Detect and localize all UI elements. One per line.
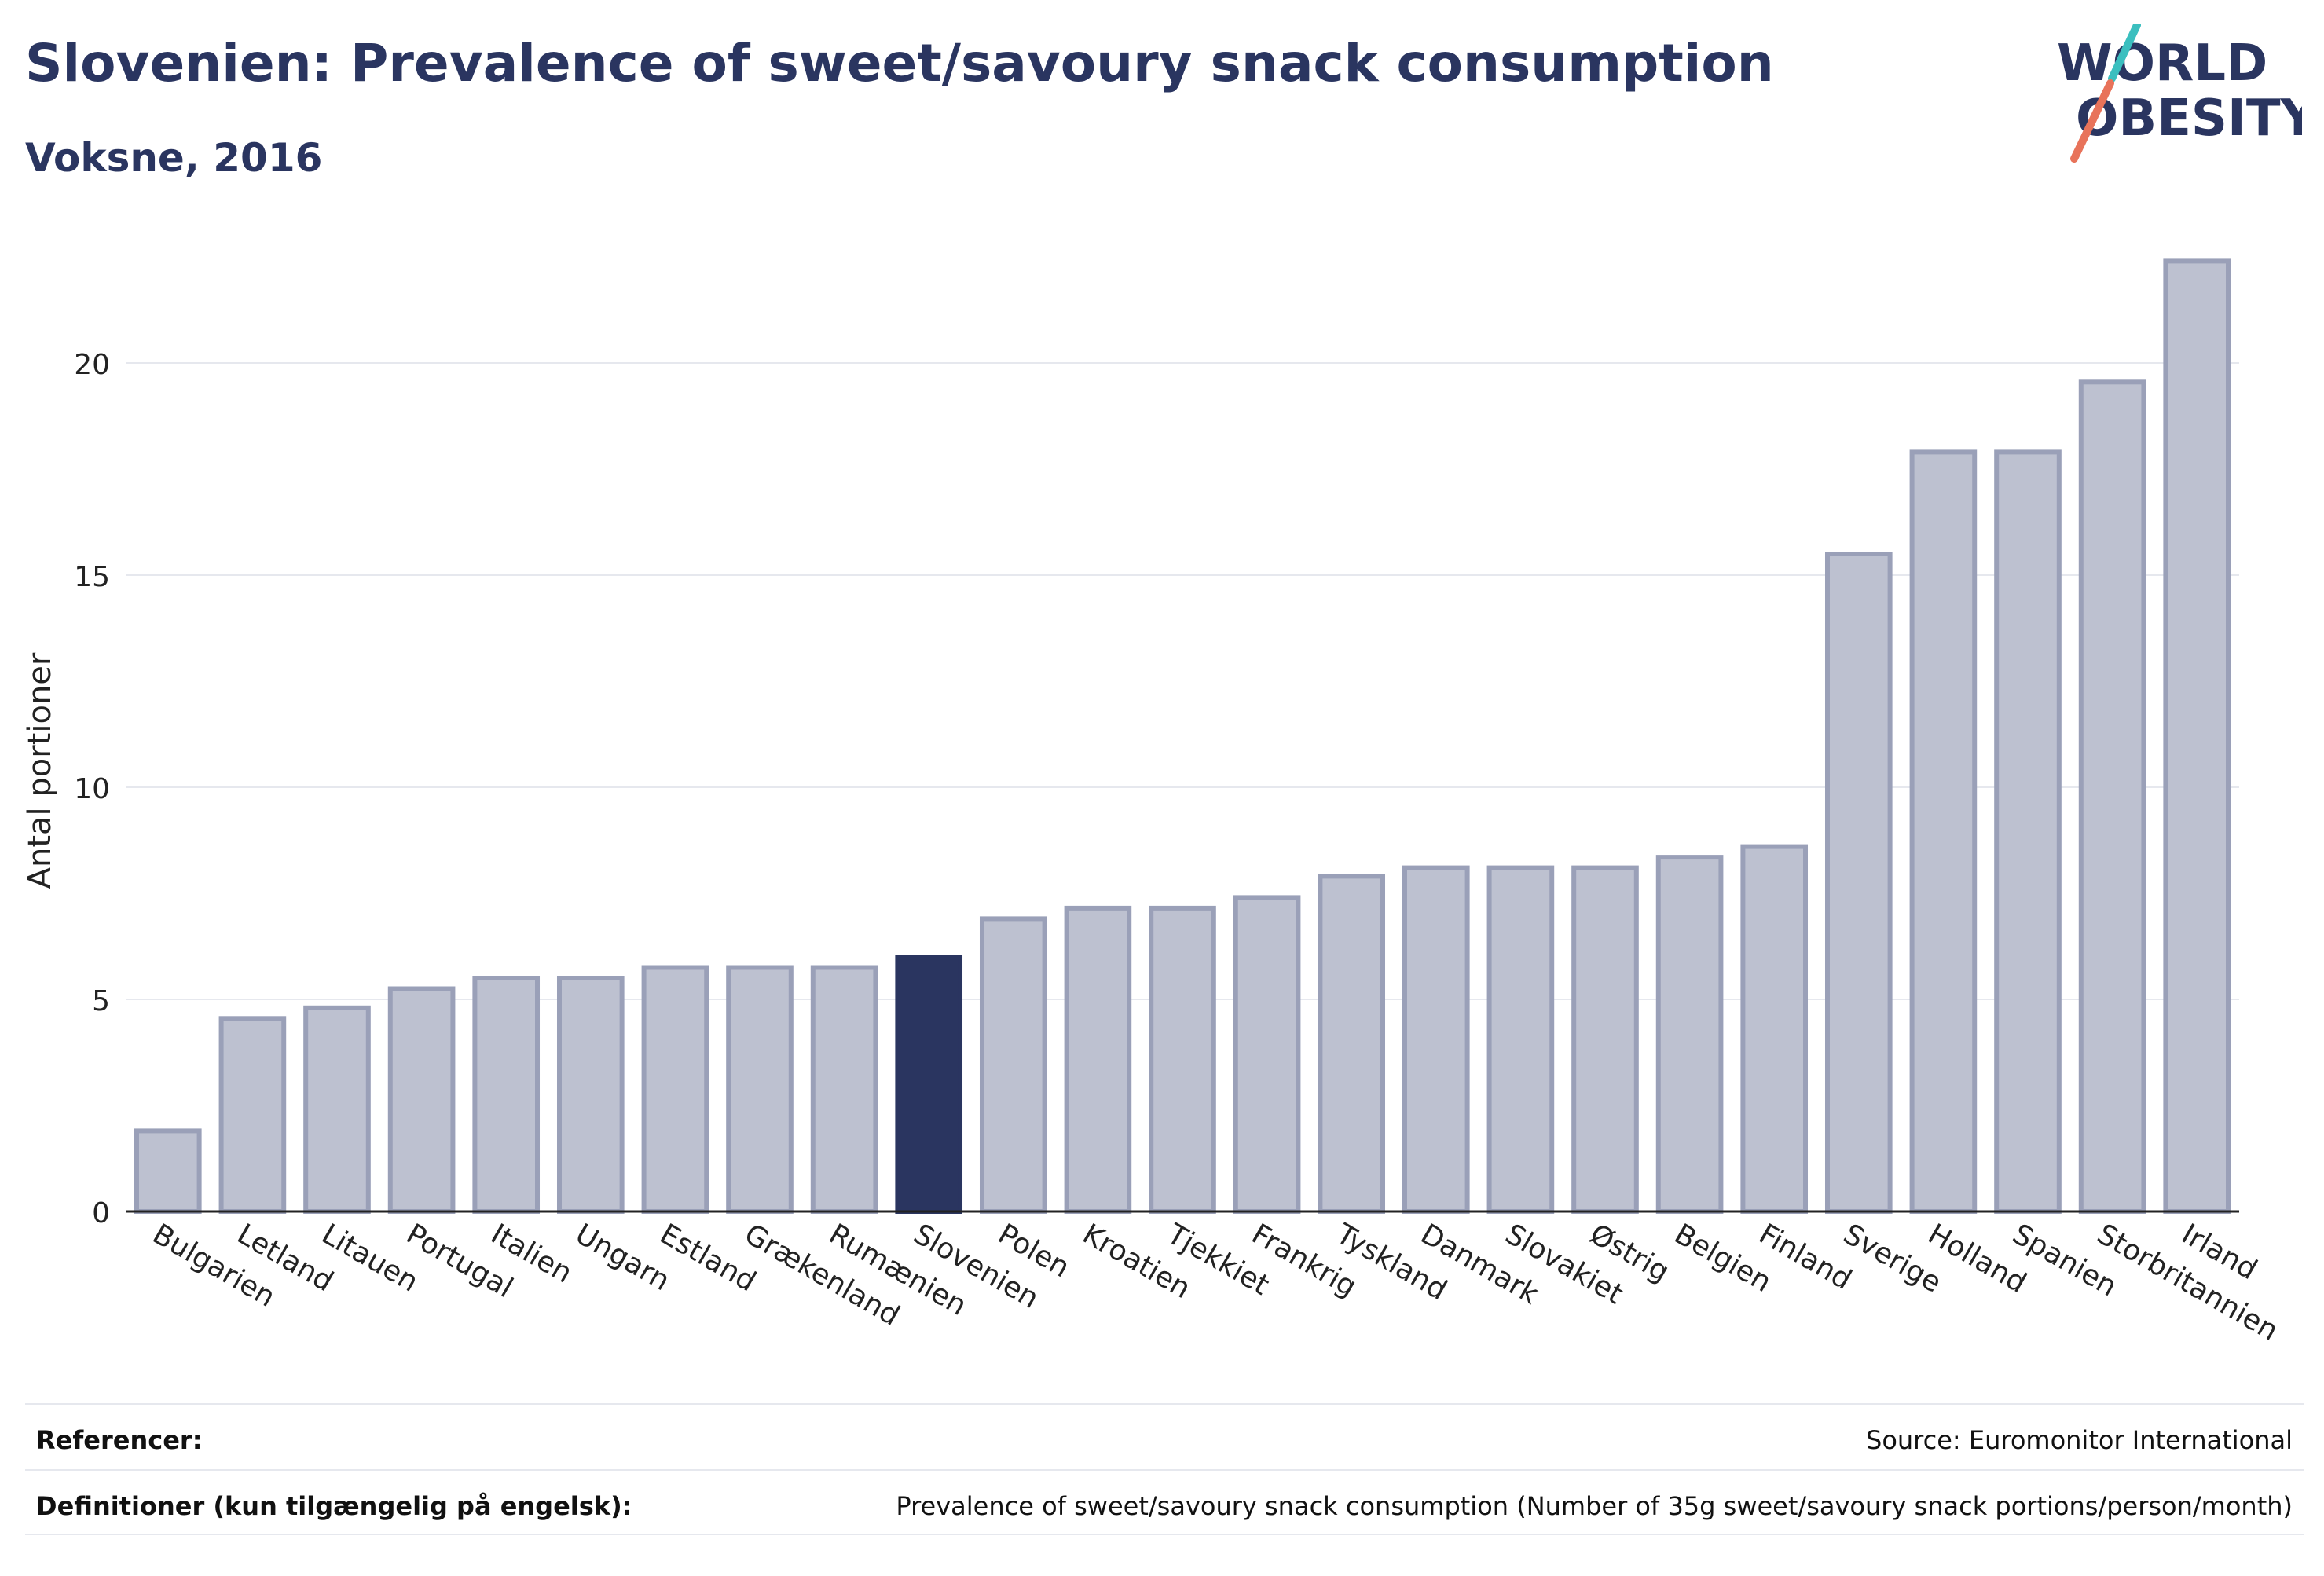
chart-subtitle: Voksne, 2016 <box>25 135 323 181</box>
y-tick-label: 10 <box>74 773 110 805</box>
bar-storbritannien <box>2078 379 2146 1214</box>
definitions-value: Prevalence of sweet/savoury snack consum… <box>896 1491 2293 1521</box>
logo-slash-teal <box>2108 24 2141 82</box>
bar-litauen <box>303 1005 371 1215</box>
bar-østrig <box>1571 865 1639 1214</box>
footer-divider-top <box>25 1403 2304 1405</box>
y-tick-label: 5 <box>92 985 110 1017</box>
y-tick-label: 0 <box>92 1197 110 1230</box>
bar-finland <box>1740 844 1809 1214</box>
bar-portugal <box>387 986 456 1214</box>
x-tick-label: Sverige <box>1838 1218 1946 1299</box>
x-tick-label: Estland <box>654 1218 761 1298</box>
logo-text-obesity: OBESITY <box>2076 90 2302 148</box>
references-label: Referencer: <box>36 1425 203 1455</box>
bar-slovakiet <box>1486 865 1555 1214</box>
logo-text-world: WORLD <box>2057 35 2267 93</box>
bar-grækenland <box>726 965 794 1214</box>
bar-danmark <box>1402 865 1470 1214</box>
footer-divider-middle <box>25 1469 2304 1471</box>
bar-belgien <box>1655 855 1724 1214</box>
bar-letland <box>218 1016 287 1215</box>
bar-sverige <box>1824 552 1893 1214</box>
bar-spanien <box>1994 449 2062 1214</box>
y-tick-label: 20 <box>74 349 110 381</box>
bars <box>134 258 2231 1215</box>
y-axis-label: Antal portioner <box>22 652 58 889</box>
bar-irland <box>2163 258 2231 1214</box>
footer-divider-bottom <box>25 1534 2304 1535</box>
logo-slash-coral <box>2070 79 2114 163</box>
bar-chart: 05101520BulgarienLetlandLitauenPortugalI… <box>22 258 2283 1347</box>
definitions-label: Definitioner (kun tilgængelig på engelsk… <box>36 1491 632 1521</box>
bar-bulgarien <box>134 1128 202 1215</box>
bar-holland <box>1909 449 1978 1214</box>
bar-frankrig <box>1233 895 1301 1215</box>
x-tick-label: Belgien <box>1669 1218 1776 1299</box>
bar-rumænien <box>810 965 878 1214</box>
bar-ungarn <box>556 976 625 1214</box>
bar-polen <box>979 916 1047 1215</box>
world-obesity-logo: WORLD OBESITY <box>2057 24 2302 163</box>
y-tick-label: 15 <box>74 561 110 593</box>
chart-title: Slovenien: Prevalence of sweet/savoury s… <box>25 33 1774 93</box>
references-value: Source: Euromonitor International <box>1866 1425 2293 1455</box>
bar-tyskland <box>1318 874 1386 1215</box>
bar-estland <box>641 965 709 1214</box>
x-tick-label: Ungarn <box>570 1218 675 1297</box>
x-tick-label: Litauen <box>317 1218 424 1299</box>
bar-kroatien <box>1064 905 1132 1215</box>
bar-italien <box>472 976 541 1214</box>
bar-slovenien <box>895 955 963 1214</box>
x-tick-label: Finland <box>1754 1218 1857 1296</box>
bar-tjekkiet <box>1149 905 1216 1215</box>
